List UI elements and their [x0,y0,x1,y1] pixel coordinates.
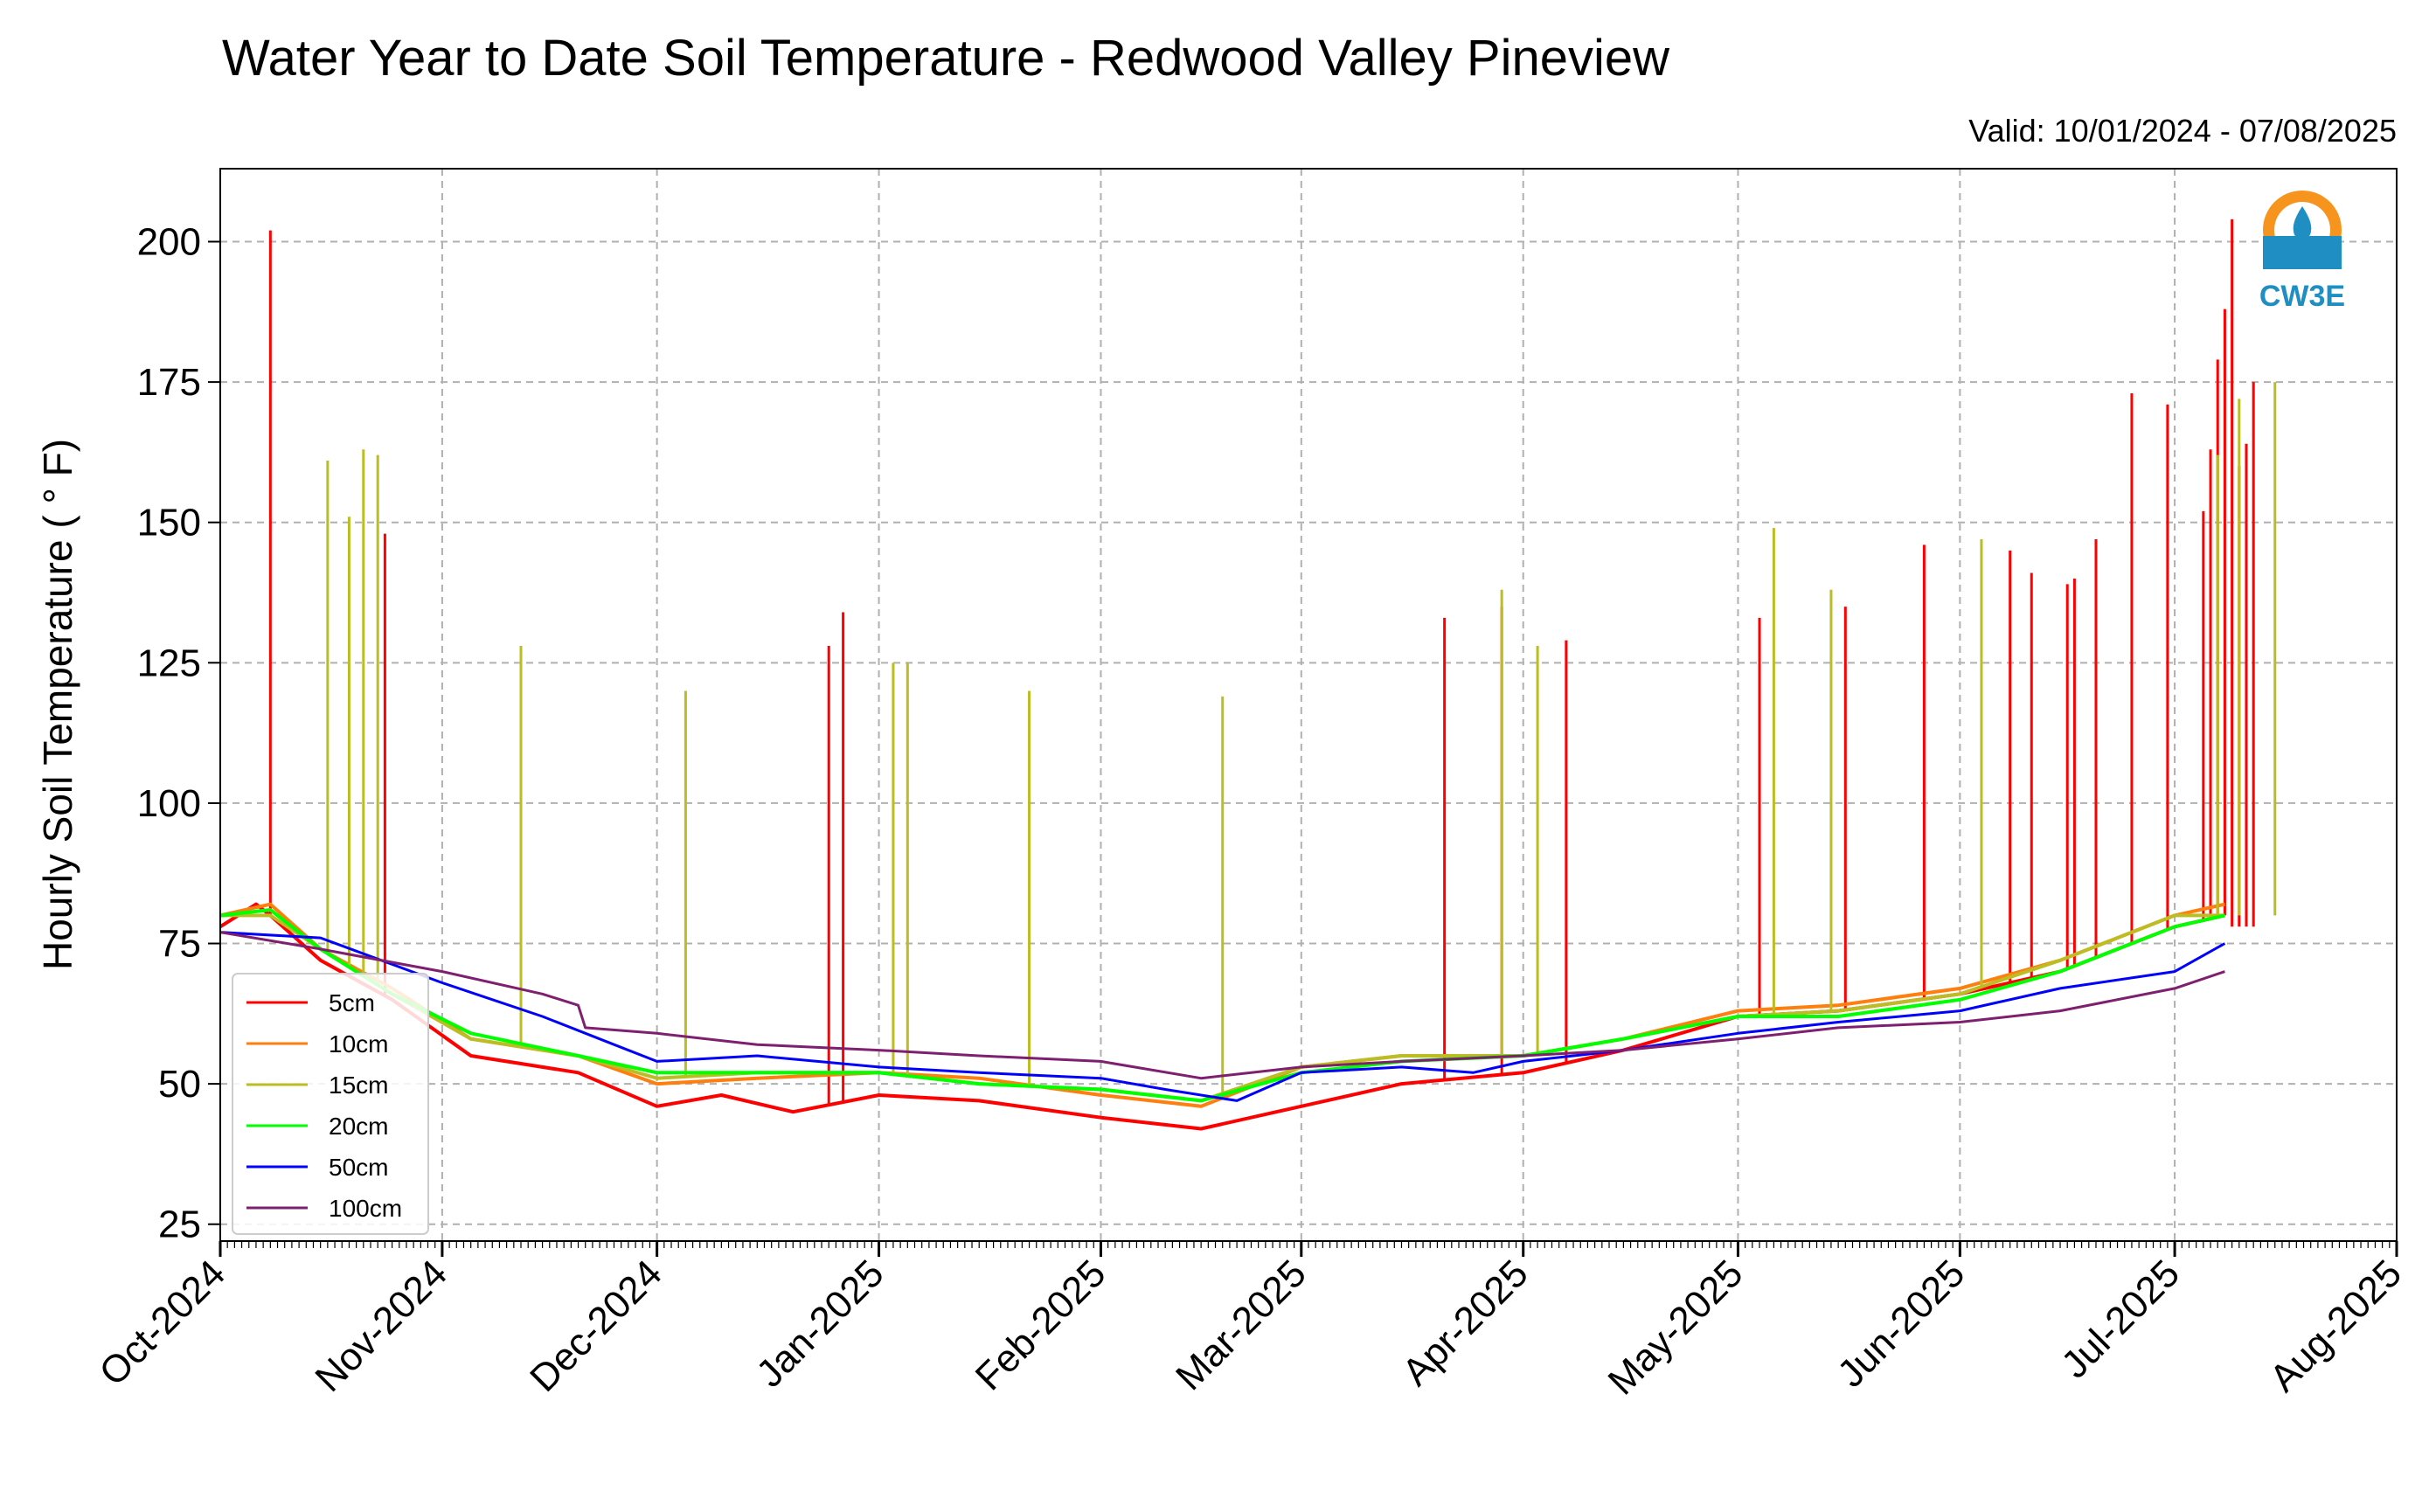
x-tick-label: Jul-2025 [2053,1252,2188,1386]
x-tick-label: Apr-2025 [1394,1252,1537,1394]
axis-ticks: 25 50 75 100 125 150 175 200 Oct-2024 Nov-2024 Dec… [91,221,2410,1404]
legend-label-20cm: 20cm [329,1113,388,1140]
cw3e-logo: CW3E [2259,191,2345,313]
chart-title: Water Year to Date Soil Temperature - Re… [222,30,1670,87]
x-tick-label: Jan-2025 [748,1252,892,1395]
y-tick-label: 100 [137,782,201,825]
plot-frame [219,168,2398,1242]
series-line-20cm [220,908,2225,1103]
x-tick-label: Feb-2025 [968,1252,1114,1398]
y-tick-label: 125 [137,642,201,684]
series-line-100cm [220,931,2225,1080]
x-tick-label: May-2025 [1600,1252,1752,1403]
y-axis-label: Hourly Soil Temperature ( ° F) [35,439,80,970]
x-tick-label: Aug-2025 [2261,1252,2410,1400]
legend-label-15cm: 15cm [329,1072,388,1099]
x-tick-label: Mar-2025 [1168,1252,1315,1398]
grid-lines [219,169,2398,1241]
x-tick-label: Jun-2025 [1829,1252,1973,1395]
legend: 5cm 10cm 15cm 20cm 50cm 100cm [232,973,429,1235]
y-tick-label: 75 [158,923,201,966]
y-tick-label: 150 [137,502,201,544]
x-tick-label: Oct-2024 [91,1252,233,1394]
logo-drop-icon [2293,206,2312,239]
legend-label-50cm: 50cm [329,1154,388,1181]
legend-label-10cm: 10cm [329,1030,388,1058]
y-tick-label: 50 [158,1063,201,1106]
logo-text: CW3E [2259,280,2345,313]
legend-label-5cm: 5cm [329,989,375,1016]
logo-wave [2263,236,2342,269]
series-lines [220,218,2277,1131]
legend-items: 5cm 10cm 15cm 20cm 50cm 100cm [246,989,402,1222]
legend-label-100cm: 100cm [329,1195,402,1222]
x-tick-label: Nov-2024 [307,1252,455,1400]
y-tick-label: 25 [158,1203,201,1246]
series-line-50cm [220,931,2226,1102]
x-tick-label: Dec-2024 [522,1252,670,1400]
legend-box [232,973,429,1235]
y-tick-label: 175 [137,361,201,404]
chart-subtitle: Valid: 10/01/2024 - 07/08/2025 [1968,113,2397,149]
y-tick-label: 200 [137,221,201,264]
